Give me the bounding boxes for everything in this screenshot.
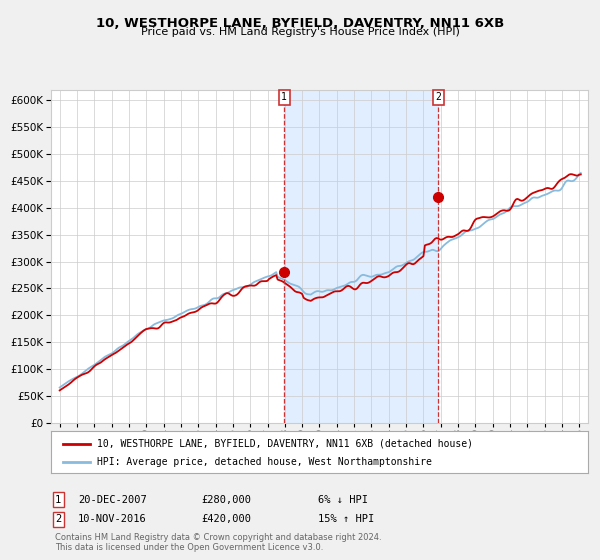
Bar <box>284 90 439 423</box>
Text: 6% ↓ HPI: 6% ↓ HPI <box>318 494 368 505</box>
Text: 20-DEC-2007: 20-DEC-2007 <box>78 494 147 505</box>
Text: 10, WESTHORPE LANE, BYFIELD, DAVENTRY, NN11 6XB (detached house): 10, WESTHORPE LANE, BYFIELD, DAVENTRY, N… <box>97 439 473 449</box>
Text: HPI: Average price, detached house, West Northamptonshire: HPI: Average price, detached house, West… <box>97 457 431 467</box>
Text: £420,000: £420,000 <box>201 514 251 524</box>
Text: This data is licensed under the Open Government Licence v3.0.: This data is licensed under the Open Gov… <box>55 543 323 552</box>
Text: £280,000: £280,000 <box>201 494 251 505</box>
Text: Contains HM Land Registry data © Crown copyright and database right 2024.: Contains HM Land Registry data © Crown c… <box>55 533 382 542</box>
Text: 10, WESTHORPE LANE, BYFIELD, DAVENTRY, NN11 6XB: 10, WESTHORPE LANE, BYFIELD, DAVENTRY, N… <box>96 17 504 30</box>
Text: 15% ↑ HPI: 15% ↑ HPI <box>318 514 374 524</box>
Text: 1: 1 <box>55 494 61 505</box>
Text: 1: 1 <box>281 92 287 102</box>
Text: 2: 2 <box>436 92 441 102</box>
Text: Price paid vs. HM Land Registry's House Price Index (HPI): Price paid vs. HM Land Registry's House … <box>140 27 460 37</box>
Text: 2: 2 <box>55 514 61 524</box>
Text: 10-NOV-2016: 10-NOV-2016 <box>78 514 147 524</box>
